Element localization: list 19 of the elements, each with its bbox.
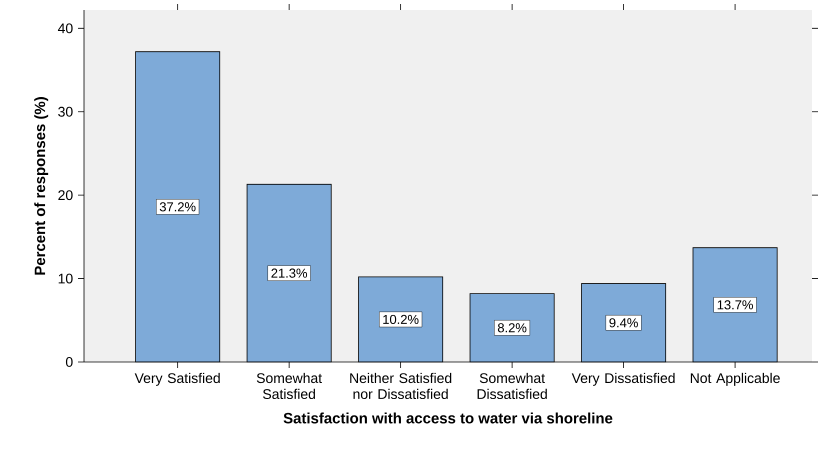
x-tick-label: Very Satisfied: [134, 372, 220, 386]
x-tick-label: Not Applicable: [690, 372, 780, 386]
y-tick-label: 40: [58, 23, 73, 34]
y-tick-label: 30: [58, 106, 73, 117]
data-label: 8.2%: [498, 323, 526, 332]
x-tick-label: Neither Satisfied nor Dissatisfied: [350, 372, 452, 400]
y-tick-label: 20: [58, 190, 73, 200]
x-tick-label: Very Dissatisfied: [572, 372, 675, 386]
data-label: 37.2%: [160, 202, 196, 212]
x-axis-title: Satisfaction with access to water via shoreline: [284, 412, 612, 424]
x-tick-label: Somewhat Satisfied: [256, 372, 322, 400]
data-label: 21.3%: [271, 268, 308, 278]
data-label: 9.4%: [609, 318, 638, 328]
y-tick-label: 10: [58, 274, 73, 284]
x-tick-label: Somewhat Dissatisfied: [478, 372, 547, 400]
y-tick-label: 0: [66, 357, 73, 367]
y-axis-title: Percent of responses (%): [34, 97, 48, 275]
data-label: 13.7%: [718, 300, 753, 310]
data-label: 10.2%: [383, 314, 419, 324]
